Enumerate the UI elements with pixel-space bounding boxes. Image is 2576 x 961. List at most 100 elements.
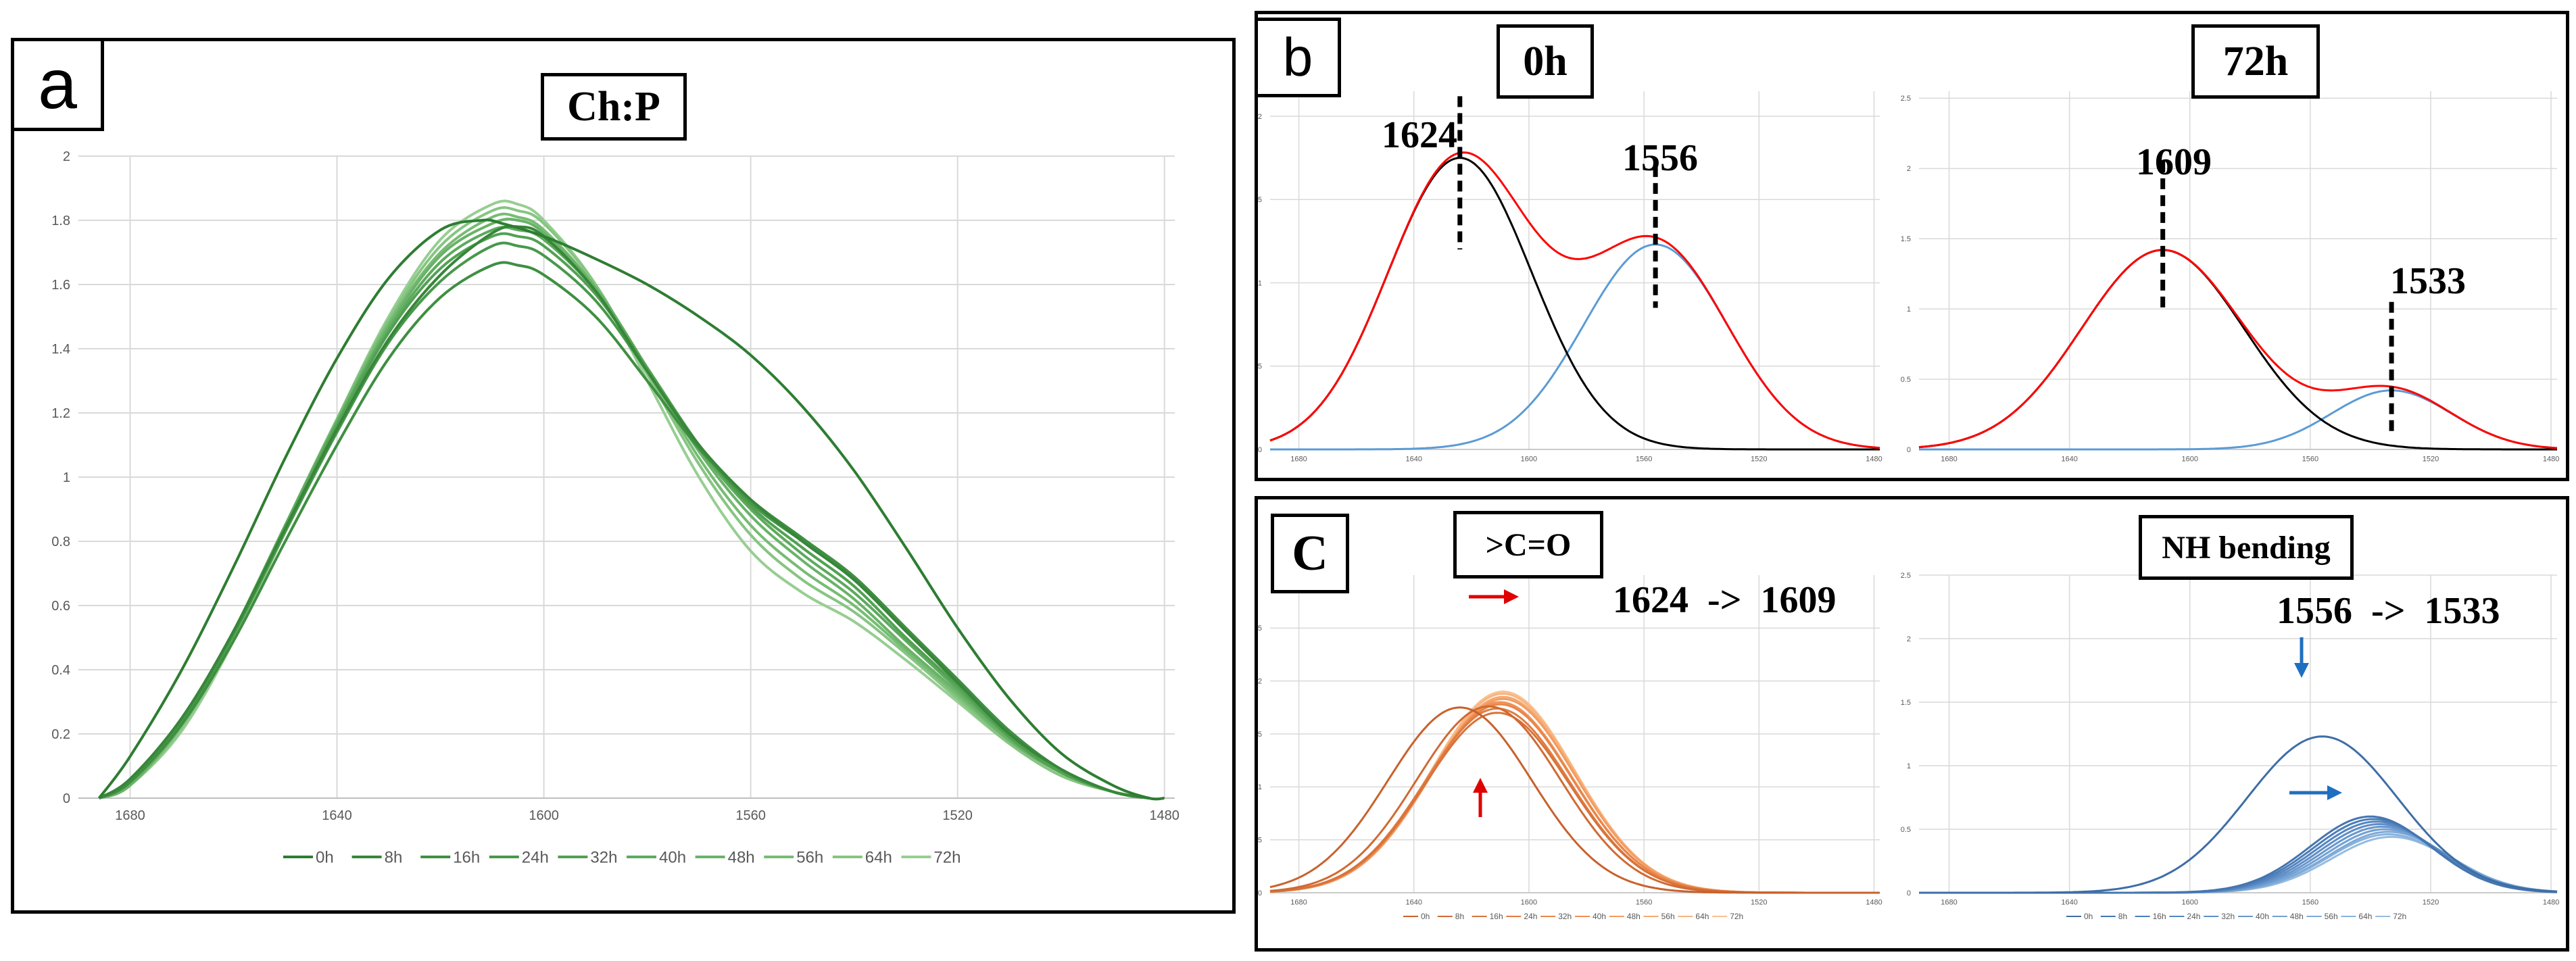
panel-b-left-plot: 0 0.5 1 1.5 2 1680 1640 1600 1560 1520 1480 [1258, 91, 1882, 464]
panel-c-right-legend-item: 56h [2325, 912, 2338, 921]
panel-a-chart: 0 0.2 0.4 0.6 0.8 1 1.2 1.4 1.6 1.8 2 1680 1640 1600 1… [51, 149, 1180, 866]
y-tick-label: 1.5 [1258, 731, 1262, 739]
y-tick-label: 1 [1907, 762, 1911, 770]
y-tick-label: 1.8 [51, 214, 70, 228]
series-line-0h [97, 218, 1165, 801]
x-tick-label: 1480 [1866, 899, 1882, 907]
panel-c-chart: 0 0.5 1 1.5 2 2.5 1680 1640 1600 1560 1520 1480 0h 8h… [1258, 572, 2560, 921]
nh-series-32h [1919, 822, 2558, 894]
x-tick-label: 1520 [1751, 455, 1767, 464]
panel-c-right-plot: 0 0.5 1 1.5 2 2.5 1680 1640 1600 1560 1520 1480 0h 8h… [1901, 572, 2560, 921]
x-tick-label: 1600 [529, 808, 559, 823]
panel-a-legend-item: 56h [796, 848, 823, 866]
y-tick-label: 1.5 [1901, 235, 1911, 243]
y-tick-label: 1.6 [51, 278, 70, 293]
y-tick-label: 1.4 [51, 342, 70, 357]
panel-a-letter: a [11, 38, 104, 131]
x-tick-label: 1680 [115, 808, 145, 823]
red-up-arrow-head [1473, 778, 1488, 793]
panel-c-left-title: >C=O [1453, 511, 1603, 578]
panel-c-left-legend-item: 48h [1627, 912, 1641, 921]
y-tick-label: 1.5 [1901, 699, 1911, 707]
x-tick-label: 1600 [1521, 899, 1537, 907]
panel-c-right-legend-item: 40h [2256, 912, 2269, 921]
series-line-56h [98, 212, 1150, 799]
y-tick-label: 0 [63, 791, 70, 806]
panel-c-left-legend-item: 40h [1593, 912, 1606, 921]
y-tick-label: 0.6 [51, 599, 70, 614]
panel-a-legend-item: 64h [865, 848, 892, 866]
panel-c-right-legend-item: 0h [2084, 912, 2093, 921]
panel-c-right-legend-item: 72h [2393, 912, 2406, 921]
x-tick-label: 1560 [2302, 455, 2318, 464]
panel-a-legend-item: 72h [933, 848, 961, 866]
y-tick-label: 1.2 [51, 406, 70, 421]
y-tick-label: 0.5 [1258, 363, 1262, 371]
x-tick-label: 1640 [1405, 899, 1421, 907]
x-tick-label: 1600 [1521, 455, 1537, 464]
x-tick-label: 1640 [2061, 899, 2077, 907]
panel-c-right-title: NH bending [2139, 515, 2354, 580]
nh-series-56h [1919, 831, 2558, 894]
y-tick-label: 0.5 [1901, 826, 1911, 834]
nh-series-16h [1919, 818, 2558, 894]
x-tick-label: 1480 [1866, 455, 1882, 464]
y-tick-label: 0 [1258, 889, 1262, 897]
red-up-arrow [1473, 778, 1488, 817]
panel-a-legend-item: 8h [385, 848, 403, 866]
panel-c-right-legend-item: 48h [2290, 912, 2304, 921]
panel-a-legend-item: 0h [316, 848, 334, 866]
peak-label-1609: 1609 [2136, 141, 2212, 183]
panel-b-chart: 0 0.5 1 1.5 2 1680 1640 1600 1560 1520 1480 0 0.5 1 1.… [1258, 91, 2559, 464]
nh-series-0h [1919, 735, 2558, 894]
panel-c-left-legend-item: 24h [1524, 912, 1537, 921]
panel-c-right-legend-item: 8h [2118, 912, 2127, 921]
y-tick-label: 2 [1258, 113, 1262, 121]
y-tick-label: 0.4 [51, 663, 70, 678]
panel-b-left-title: 0h [1497, 24, 1594, 99]
y-tick-label: 2 [1258, 678, 1262, 686]
x-tick-label: 1520 [942, 808, 973, 823]
x-tick-label: 1480 [1149, 808, 1180, 823]
fit-peak-1624 [1269, 157, 1880, 451]
x-tick-label: 1480 [2543, 455, 2559, 464]
x-tick-label: 1560 [1636, 455, 1652, 464]
peak-label-1533: 1533 [2390, 260, 2466, 302]
blue-right-arrow [2289, 785, 2342, 800]
y-tick-label: 1 [1258, 783, 1262, 791]
panel-a-legend-item: 40h [659, 848, 686, 866]
x-tick-label: 1600 [2182, 455, 2198, 464]
y-tick-label: 0.8 [51, 535, 70, 549]
x-tick-label: 1640 [1405, 455, 1421, 464]
panel-c-right-legend-item: 32h [2221, 912, 2235, 921]
fit-sum-0h [1269, 151, 1880, 449]
panel-c-left-legend-item: 16h [1490, 912, 1503, 921]
x-tick-label: 1520 [2423, 899, 2439, 907]
y-tick-label: 2.5 [1901, 572, 1911, 580]
panel-c-left-legend-item: 72h [1730, 912, 1743, 921]
panel-c-right-shift: 1556 -> 1533 [2277, 590, 2500, 632]
panel-a-legend-item: 32h [590, 848, 617, 866]
y-tick-label: 2 [1907, 165, 1911, 173]
blue-down-arrow-head [2294, 663, 2309, 678]
panel-c-left-legend-item: 64h [1695, 912, 1709, 921]
panel-a-plot: 0 0.2 0.4 0.6 0.8 1 1.2 1.4 1.6 1.8 2 1680 1640 1600 1… [51, 149, 1180, 866]
y-tick-label: 0 [1907, 446, 1911, 454]
series-line-48h [98, 218, 1150, 799]
x-tick-label: 1520 [1751, 899, 1767, 907]
x-tick-label: 1680 [1941, 455, 1957, 464]
nh-series-40h [1919, 825, 2558, 894]
x-tick-label: 1560 [2302, 899, 2318, 907]
panel-b-right-title: 72h [2191, 24, 2320, 99]
x-tick-label: 1680 [1941, 899, 1957, 907]
panel-c-left-shift: 1624 -> 1609 [1613, 579, 1837, 621]
y-tick-label: 0 [1907, 889, 1911, 897]
y-tick-label: 0.5 [1901, 376, 1911, 384]
co-series-0h [1269, 706, 1880, 894]
series-line-64h [98, 206, 1150, 799]
fit-sum-72h [1918, 249, 2558, 449]
nh-series-48h [1919, 828, 2558, 894]
nh-series-24h [1919, 820, 2558, 894]
panel-a: 0 0.2 0.4 0.6 0.8 1 1.2 1.4 1.6 1.8 2 1680 1640 1600 1… [11, 38, 1236, 914]
series-line-8h [98, 224, 1150, 799]
